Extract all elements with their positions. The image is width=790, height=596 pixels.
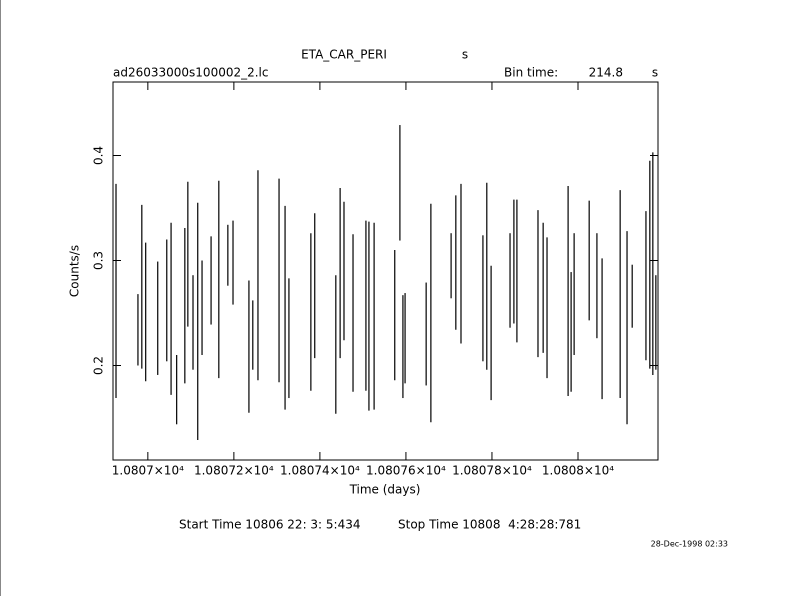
file-name: ad26033000s100002_2.lc xyxy=(113,66,269,80)
chart-title: ETA_CAR_PERI xyxy=(301,48,387,62)
x-tick-label: 1.08078×10⁴ xyxy=(452,464,532,478)
plot-frame xyxy=(112,81,659,461)
x-tick-label: 1.08074×10⁴ xyxy=(280,464,360,478)
start-time: Start Time 10806 22: 3: 5:434 xyxy=(179,518,361,532)
x-tick-label: 1.08076×10⁴ xyxy=(366,464,446,478)
y-tick-label: 0.3 xyxy=(92,251,106,270)
title-suffix: s xyxy=(462,48,468,62)
y-tick-label: 0.4 xyxy=(92,146,106,165)
bin-time-unit: s xyxy=(652,66,658,80)
bin-time-label: Bin time: xyxy=(504,66,558,80)
bin-time: 214.8 xyxy=(589,66,623,80)
y-tick-label: 0.2 xyxy=(92,356,106,375)
x-tick-label: 1.0808×10⁴ xyxy=(542,464,614,478)
y-axis-label: Counts/s xyxy=(68,245,82,297)
x-tick-label: 1.08072×10⁴ xyxy=(194,464,274,478)
x-axis-label: Time (days) xyxy=(349,483,421,497)
x-tick-label: 1.0807×10⁴ xyxy=(112,464,184,478)
stop-time: Stop Time 10808 4:28:28:781 xyxy=(398,518,581,532)
date-stamp: 28-Dec-1998 02:33 xyxy=(651,540,728,549)
